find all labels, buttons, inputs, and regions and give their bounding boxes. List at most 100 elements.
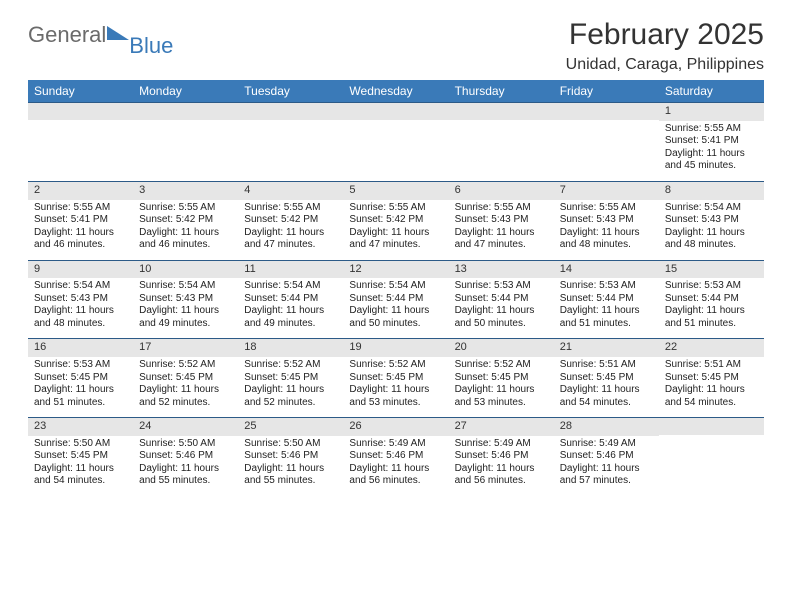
day-info-line: Sunset: 5:43 PM: [139, 293, 232, 306]
week-row: 16Sunrise: 5:53 AMSunset: 5:45 PMDayligh…: [28, 338, 764, 417]
day-info-line: Daylight: 11 hours and 47 minutes.: [349, 227, 442, 252]
day-info-line: Daylight: 11 hours and 51 minutes.: [665, 305, 758, 330]
day-info-line: Sunrise: 5:54 AM: [665, 202, 758, 215]
day-cell: 1Sunrise: 5:55 AMSunset: 5:41 PMDaylight…: [659, 103, 764, 181]
day-number: 15: [659, 261, 764, 279]
day-body: [238, 120, 343, 180]
day-info-line: Sunrise: 5:55 AM: [665, 123, 758, 136]
day-info-line: Sunset: 5:43 PM: [455, 214, 548, 227]
day-info-line: Daylight: 11 hours and 50 minutes.: [349, 305, 442, 330]
day-number: 24: [133, 418, 238, 436]
day-info-line: Sunset: 5:46 PM: [455, 450, 548, 463]
day-body: Sunrise: 5:54 AMSunset: 5:44 PMDaylight:…: [343, 278, 448, 338]
dow-friday: Friday: [554, 80, 659, 102]
day-info-line: Sunrise: 5:55 AM: [560, 202, 653, 215]
day-number: 1: [659, 103, 764, 121]
day-cell: 23Sunrise: 5:50 AMSunset: 5:45 PMDayligh…: [28, 418, 133, 496]
day-cell: 5Sunrise: 5:55 AMSunset: 5:42 PMDaylight…: [343, 182, 448, 260]
day-info-line: Daylight: 11 hours and 49 minutes.: [244, 305, 337, 330]
day-number: 4: [238, 182, 343, 200]
day-body: Sunrise: 5:52 AMSunset: 5:45 PMDaylight:…: [238, 357, 343, 417]
day-number: 14: [554, 261, 659, 279]
day-number: 13: [449, 261, 554, 279]
day-info-line: Daylight: 11 hours and 49 minutes.: [139, 305, 232, 330]
day-info-line: Sunrise: 5:52 AM: [139, 359, 232, 372]
day-cell: 16Sunrise: 5:53 AMSunset: 5:45 PMDayligh…: [28, 339, 133, 417]
page-header: General Blue February 2025 Unidad, Carag…: [28, 18, 764, 74]
day-cell: [449, 103, 554, 181]
day-body: [28, 120, 133, 180]
day-number: [449, 103, 554, 120]
dow-thursday: Thursday: [449, 80, 554, 102]
day-cell: 7Sunrise: 5:55 AMSunset: 5:43 PMDaylight…: [554, 182, 659, 260]
day-info-line: Sunset: 5:44 PM: [349, 293, 442, 306]
day-number: 9: [28, 261, 133, 279]
day-number: 16: [28, 339, 133, 357]
day-body: Sunrise: 5:53 AMSunset: 5:44 PMDaylight:…: [659, 278, 764, 338]
day-info-line: Sunset: 5:45 PM: [139, 372, 232, 385]
day-info-line: Daylight: 11 hours and 51 minutes.: [34, 384, 127, 409]
day-info-line: Daylight: 11 hours and 56 minutes.: [349, 463, 442, 488]
day-info-line: Sunset: 5:42 PM: [244, 214, 337, 227]
day-info-line: Sunrise: 5:52 AM: [244, 359, 337, 372]
day-body: Sunrise: 5:50 AMSunset: 5:46 PMDaylight:…: [238, 436, 343, 496]
week-row: 9Sunrise: 5:54 AMSunset: 5:43 PMDaylight…: [28, 260, 764, 339]
day-body: Sunrise: 5:55 AMSunset: 5:42 PMDaylight:…: [238, 200, 343, 260]
day-number: 8: [659, 182, 764, 200]
day-info-line: Sunset: 5:46 PM: [244, 450, 337, 463]
dow-saturday: Saturday: [659, 80, 764, 102]
day-body: Sunrise: 5:50 AMSunset: 5:45 PMDaylight:…: [28, 436, 133, 496]
day-cell: 11Sunrise: 5:54 AMSunset: 5:44 PMDayligh…: [238, 261, 343, 339]
day-info-line: Sunrise: 5:55 AM: [34, 202, 127, 215]
dow-monday: Monday: [133, 80, 238, 102]
day-number: 11: [238, 261, 343, 279]
day-info-line: Sunrise: 5:54 AM: [244, 280, 337, 293]
day-cell: 15Sunrise: 5:53 AMSunset: 5:44 PMDayligh…: [659, 261, 764, 339]
day-info-line: Sunset: 5:41 PM: [665, 135, 758, 148]
day-info-line: Sunrise: 5:55 AM: [349, 202, 442, 215]
day-info-line: Sunrise: 5:52 AM: [455, 359, 548, 372]
day-info-line: Sunset: 5:44 PM: [665, 293, 758, 306]
day-body: Sunrise: 5:55 AMSunset: 5:43 PMDaylight:…: [449, 200, 554, 260]
day-cell: 27Sunrise: 5:49 AMSunset: 5:46 PMDayligh…: [449, 418, 554, 496]
day-info-line: Sunrise: 5:55 AM: [244, 202, 337, 215]
day-body: Sunrise: 5:53 AMSunset: 5:44 PMDaylight:…: [554, 278, 659, 338]
day-cell: 8Sunrise: 5:54 AMSunset: 5:43 PMDaylight…: [659, 182, 764, 260]
day-info-line: Sunset: 5:46 PM: [560, 450, 653, 463]
day-cell: 28Sunrise: 5:49 AMSunset: 5:46 PMDayligh…: [554, 418, 659, 496]
day-number: 18: [238, 339, 343, 357]
logo-triangle-icon: [107, 26, 129, 40]
day-info-line: Daylight: 11 hours and 47 minutes.: [455, 227, 548, 252]
day-number: 27: [449, 418, 554, 436]
day-number: 10: [133, 261, 238, 279]
day-cell: [28, 103, 133, 181]
day-cell: 9Sunrise: 5:54 AMSunset: 5:43 PMDaylight…: [28, 261, 133, 339]
day-number: [659, 418, 764, 435]
day-number: 21: [554, 339, 659, 357]
day-info-line: Daylight: 11 hours and 51 minutes.: [560, 305, 653, 330]
day-number: 20: [449, 339, 554, 357]
day-info-line: Sunset: 5:44 PM: [244, 293, 337, 306]
day-body: [133, 120, 238, 180]
day-info-line: Daylight: 11 hours and 48 minutes.: [560, 227, 653, 252]
day-body: Sunrise: 5:54 AMSunset: 5:43 PMDaylight:…: [28, 278, 133, 338]
day-cell: 2Sunrise: 5:55 AMSunset: 5:41 PMDaylight…: [28, 182, 133, 260]
calendar-page: General Blue February 2025 Unidad, Carag…: [0, 0, 792, 514]
day-number: [343, 103, 448, 120]
day-body: Sunrise: 5:55 AMSunset: 5:43 PMDaylight:…: [554, 200, 659, 260]
day-info-line: Sunset: 5:44 PM: [560, 293, 653, 306]
day-body: [343, 120, 448, 180]
day-body: Sunrise: 5:49 AMSunset: 5:46 PMDaylight:…: [449, 436, 554, 496]
day-info-line: Sunset: 5:42 PM: [349, 214, 442, 227]
week-row: 1Sunrise: 5:55 AMSunset: 5:41 PMDaylight…: [28, 102, 764, 181]
title-block: February 2025 Unidad, Caraga, Philippine…: [566, 18, 764, 74]
day-info-line: Sunset: 5:45 PM: [34, 450, 127, 463]
day-number: [554, 103, 659, 120]
day-info-line: Daylight: 11 hours and 54 minutes.: [34, 463, 127, 488]
day-cell: [133, 103, 238, 181]
day-body: [659, 435, 764, 495]
day-info-line: Sunrise: 5:53 AM: [665, 280, 758, 293]
day-cell: 13Sunrise: 5:53 AMSunset: 5:44 PMDayligh…: [449, 261, 554, 339]
day-cell: 24Sunrise: 5:50 AMSunset: 5:46 PMDayligh…: [133, 418, 238, 496]
day-info-line: Sunrise: 5:54 AM: [34, 280, 127, 293]
